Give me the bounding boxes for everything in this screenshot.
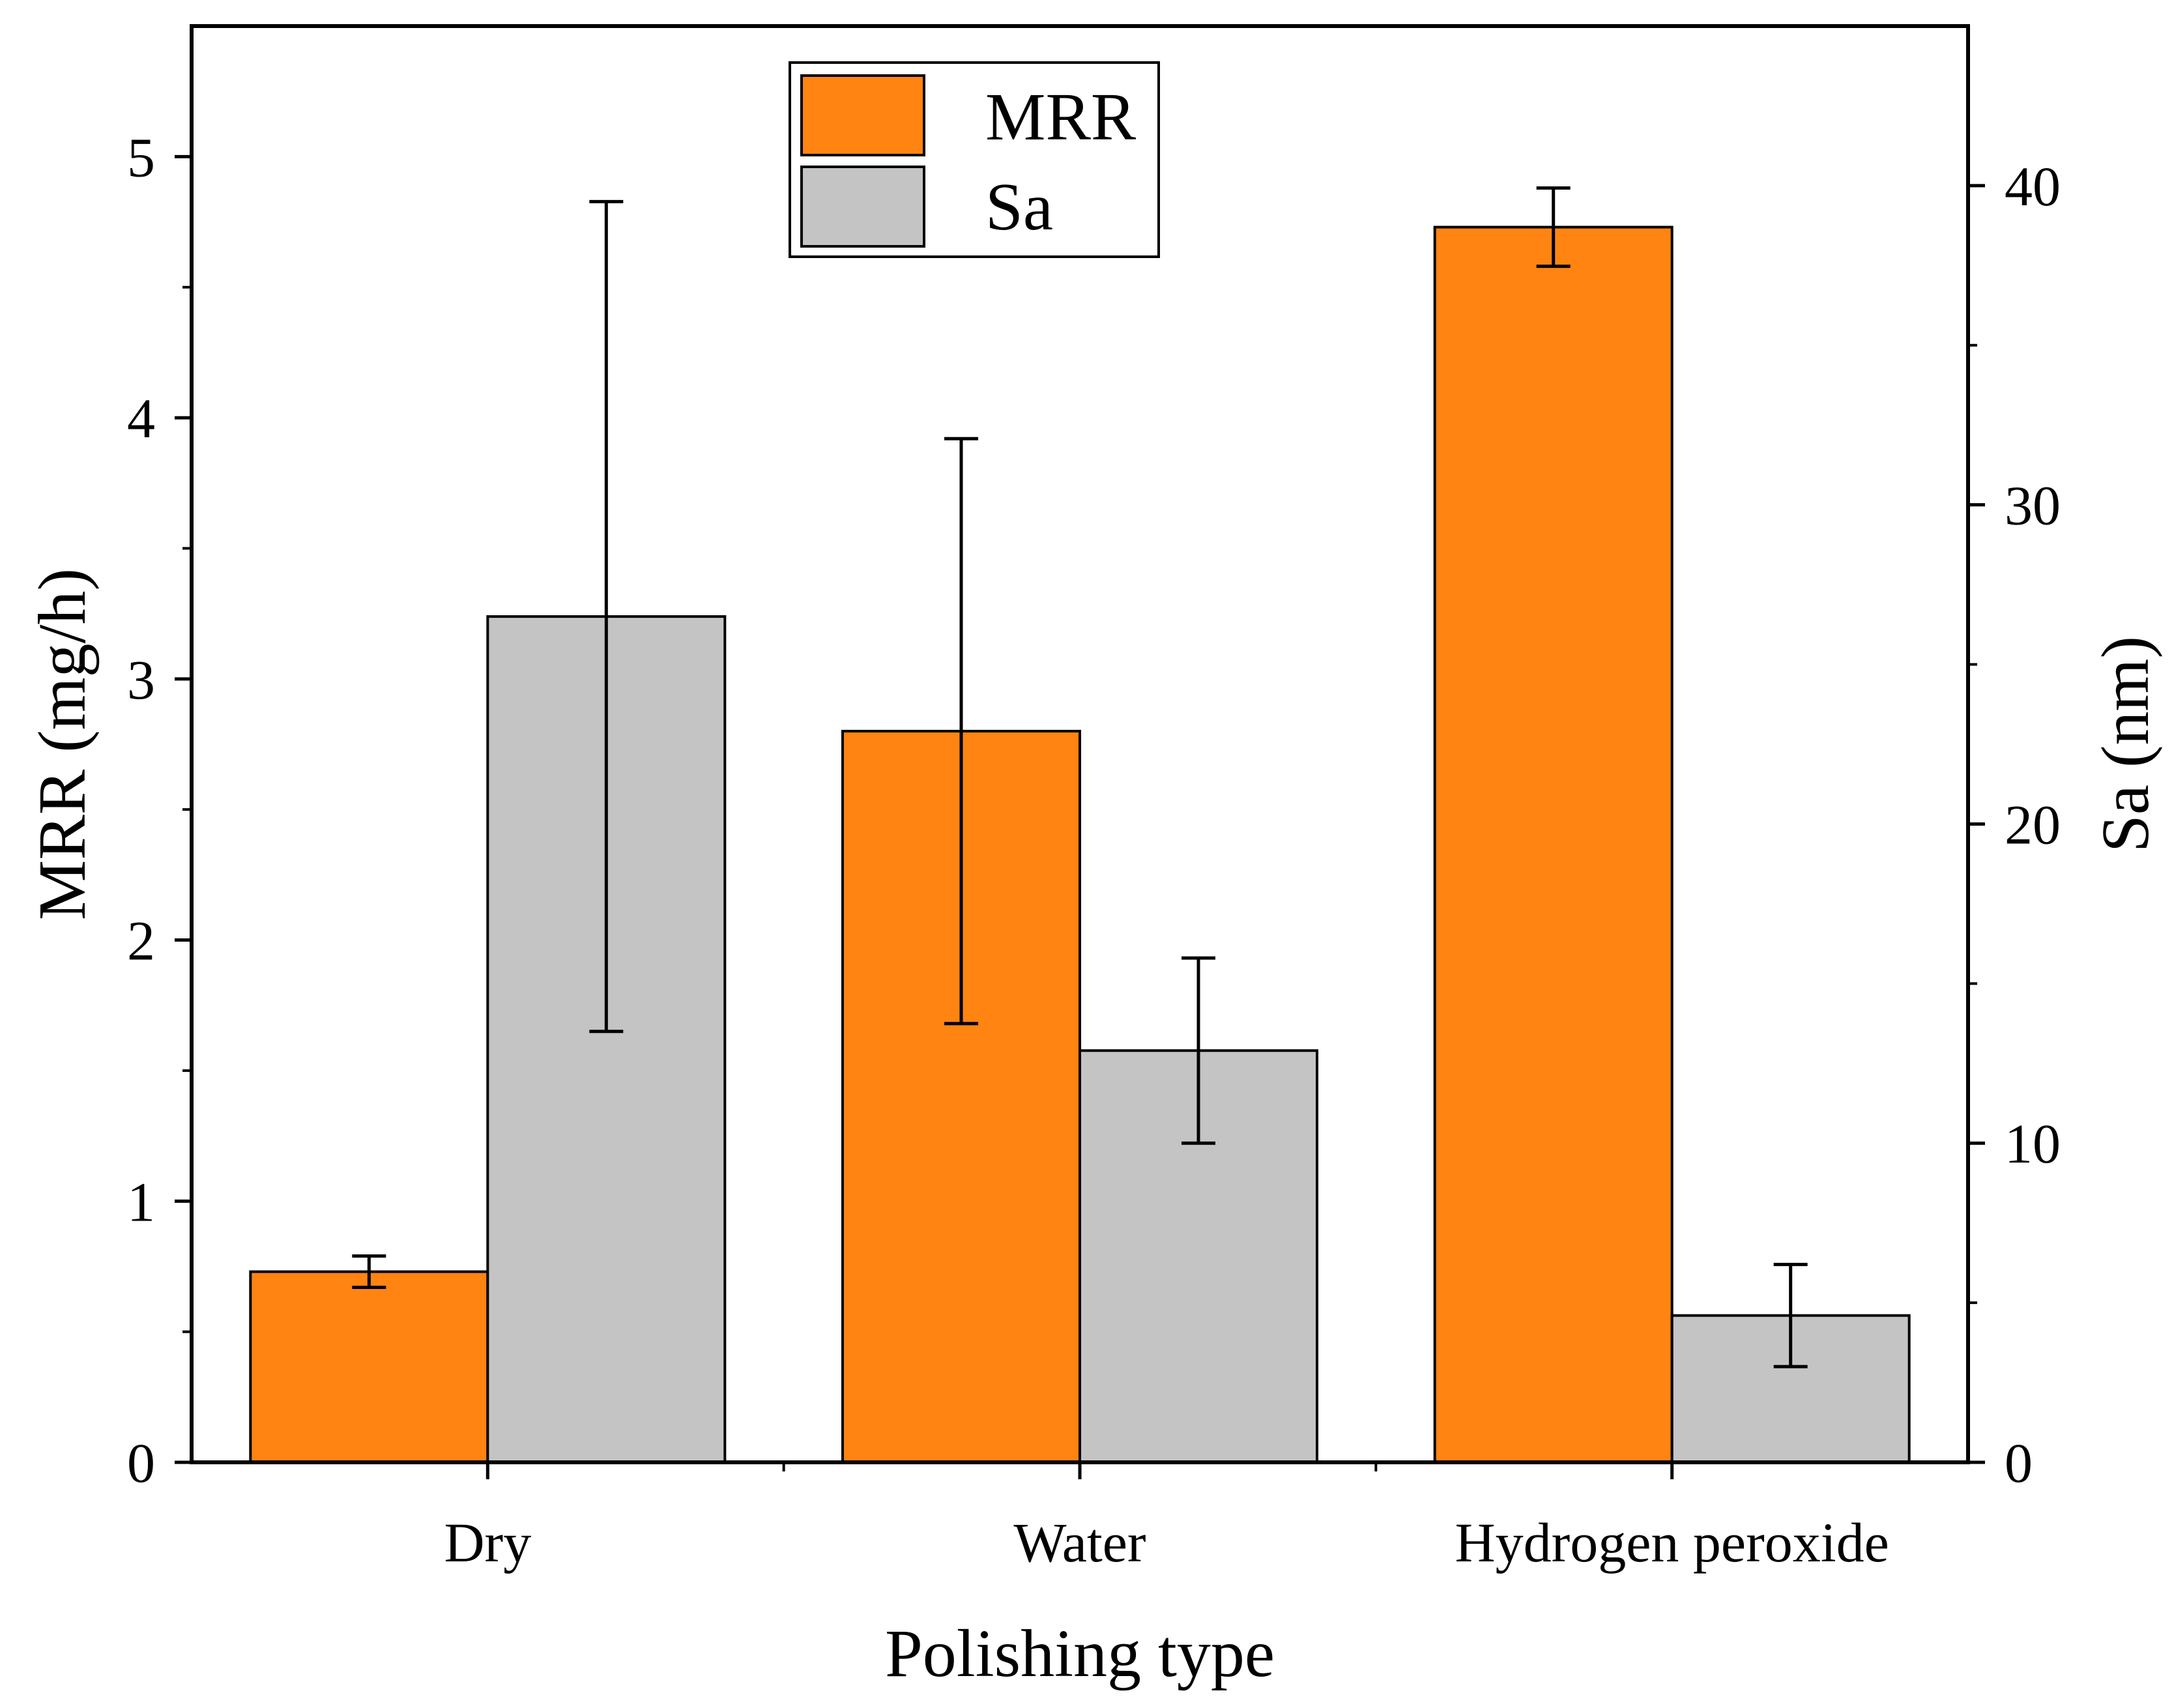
y2-tick-label-30: 30 <box>2005 474 2061 537</box>
y-tick-label-1: 1 <box>127 1170 155 1233</box>
y-tick-label-2: 2 <box>127 910 155 972</box>
legend-swatch-mrr <box>800 74 925 156</box>
x-tick-label-water: Water <box>1013 1511 1146 1574</box>
y2-tick-label-40: 40 <box>2005 155 2061 218</box>
x-tick-label-dry: Dry <box>444 1511 531 1574</box>
bar-mrr-dry <box>249 1270 489 1464</box>
y-tick-label-0: 0 <box>127 1432 155 1494</box>
bars-layer <box>249 225 1911 1464</box>
y2-axis-title: Sa (nm) <box>2088 636 2163 852</box>
legend: MRR Sa <box>789 61 1160 258</box>
ticks-layer: Dry Water Hydrogen peroxide 0 1 2 3 4 5 0 10 20 30 40 <box>127 126 2061 1574</box>
y-tick-label-3: 3 <box>127 648 155 711</box>
y2-tick-label-20: 20 <box>2005 793 2061 856</box>
bar-mrr-hydrogen-peroxide <box>1433 225 1674 1464</box>
legend-label-mrr: MRR <box>985 80 1137 154</box>
legend-swatch-sa <box>800 166 925 248</box>
x-axis-title: Polishing type <box>885 1616 1275 1691</box>
y-axis-title: MRR (mg/h) <box>25 568 100 920</box>
y2-tick-label-10: 10 <box>2005 1112 2061 1175</box>
error-bars-layer <box>352 186 1808 1368</box>
y-tick-label-5: 5 <box>127 126 155 188</box>
y-tick-label-4: 4 <box>127 387 155 450</box>
legend-label-sa: Sa <box>985 169 1053 244</box>
y2-tick-label-0: 0 <box>2005 1432 2033 1494</box>
x-tick-label-hydrogen-peroxide: Hydrogen peroxide <box>1455 1511 1889 1574</box>
